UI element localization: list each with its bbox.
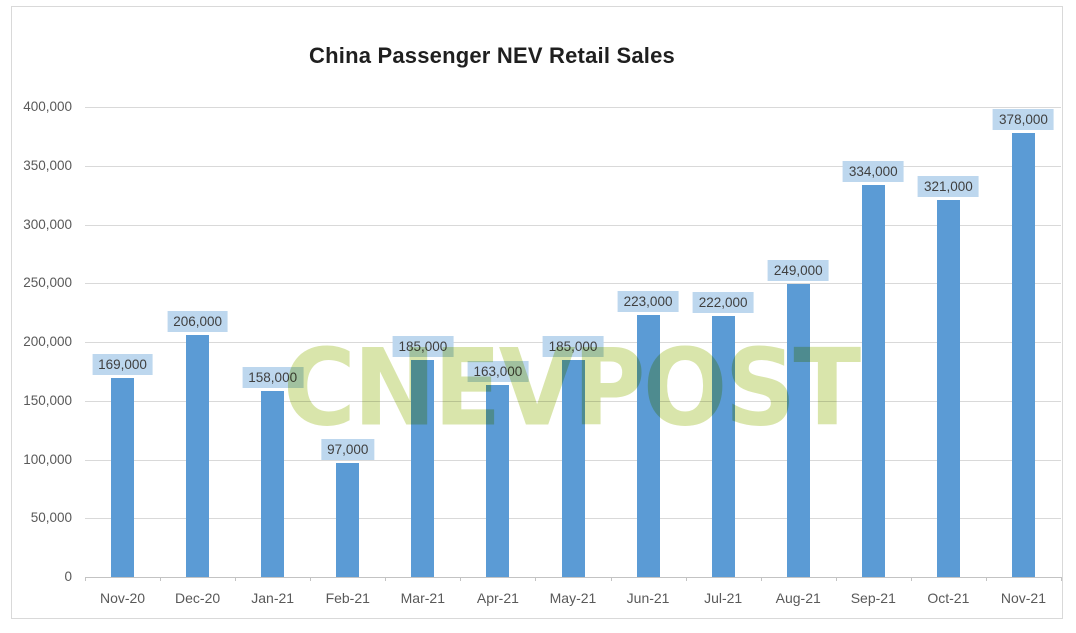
bar-sep-21 (861, 184, 885, 577)
y-axis-tick-label: 100,000 (23, 451, 72, 467)
gridline-400000 (85, 107, 1061, 108)
data-label-jan-21: 158,000 (242, 367, 304, 389)
chart-title: China Passenger NEV Retail Sales (309, 43, 675, 68)
x-axis-tick-mark (535, 577, 537, 581)
x-axis-tick-mark (160, 577, 162, 581)
x-axis-label-mar-21: Mar-21 (400, 590, 445, 606)
data-label-jul-21: 222,000 (692, 292, 754, 314)
x-axis-label-aug-21: Aug-21 (775, 590, 821, 606)
x-axis-tick-mark (610, 577, 612, 581)
x-axis-tick-mark (835, 577, 837, 581)
x-axis-label-oct-21: Oct-21 (927, 590, 970, 606)
y-axis-tick-label: 50,000 (30, 510, 72, 526)
bar-oct-21 (936, 199, 960, 577)
bar-mar-21 (411, 359, 435, 577)
x-axis-label-jan-21: Jan-21 (251, 590, 295, 606)
x-axis-label-jun-21: Jun-21 (626, 590, 670, 606)
bar-dec-20 (186, 334, 210, 577)
x-axis-tick-mark (85, 577, 86, 581)
chart-area: China Passenger NEV Retail Sales 0 50,000… (11, 6, 1063, 619)
data-label-sep-21: 334,000 (842, 160, 904, 182)
bar-apr-21 (486, 385, 510, 577)
x-axis-label-may-21: May-21 (549, 590, 597, 606)
x-axis-label-nov-20: Nov-20 (99, 590, 146, 606)
x-axis-tick-mark (235, 577, 237, 581)
bar-jul-21 (711, 316, 735, 577)
x-axis-tick-mark (910, 577, 912, 581)
x-axis-tick-mark (1061, 577, 1062, 581)
x-axis-tick-mark (310, 577, 312, 581)
data-label-dec-20: 206,000 (167, 310, 229, 332)
bar-feb-21 (336, 463, 360, 577)
gridline-350000 (85, 165, 1061, 167)
data-label-oct-21: 321,000 (917, 175, 979, 197)
bar-aug-21 (786, 284, 810, 577)
y-axis-tick-label: 250,000 (23, 275, 72, 291)
x-axis-label-sep-21: Sep-21 (850, 590, 896, 606)
y-axis-tick-label: 300,000 (23, 216, 72, 232)
bar-may-21 (561, 359, 585, 577)
bar-nov-21 (1011, 132, 1035, 577)
bar-jun-21 (636, 314, 660, 577)
bar-jan-21 (261, 391, 285, 577)
data-label-apr-21: 163,000 (467, 361, 529, 383)
data-label-nov-20: 169,000 (92, 354, 153, 376)
x-axis-tick-mark (385, 577, 387, 581)
x-axis-label-apr-21: Apr-21 (476, 590, 519, 606)
data-label-jun-21: 223,000 (617, 290, 679, 312)
gridline-300000 (85, 224, 1061, 226)
x-axis-label-feb-21: Feb-21 (325, 590, 370, 606)
y-axis-tick-label: 350,000 (23, 157, 72, 173)
x-axis-tick-mark (460, 577, 462, 581)
data-label-aug-21: 249,000 (767, 260, 829, 282)
data-label-nov-21: 378,000 (993, 108, 1054, 130)
y-axis-tick-label: 200,000 (23, 334, 72, 349)
x-axis-tick-mark (985, 577, 987, 581)
data-label-feb-21: 97,000 (321, 439, 375, 461)
y-axis-tick-label: 400,000 (23, 99, 72, 114)
y-axis-tick-label: 150,000 (23, 392, 72, 408)
y-axis-tick-label: 0 (64, 569, 72, 584)
x-axis-tick-mark (760, 577, 762, 581)
x-axis-label-nov-21: Nov-21 (1000, 590, 1047, 606)
data-label-may-21: 185,000 (542, 335, 604, 357)
gridline-250000 (85, 283, 1061, 285)
x-axis-tick-mark (685, 577, 687, 581)
x-axis-line (85, 577, 1061, 578)
x-axis-label-jul-21: Jul-21 (704, 590, 743, 606)
bar-nov-20 (111, 378, 135, 577)
x-axis-label-dec-20: Dec-20 (175, 590, 221, 606)
data-label-mar-21: 185,000 (392, 335, 454, 357)
